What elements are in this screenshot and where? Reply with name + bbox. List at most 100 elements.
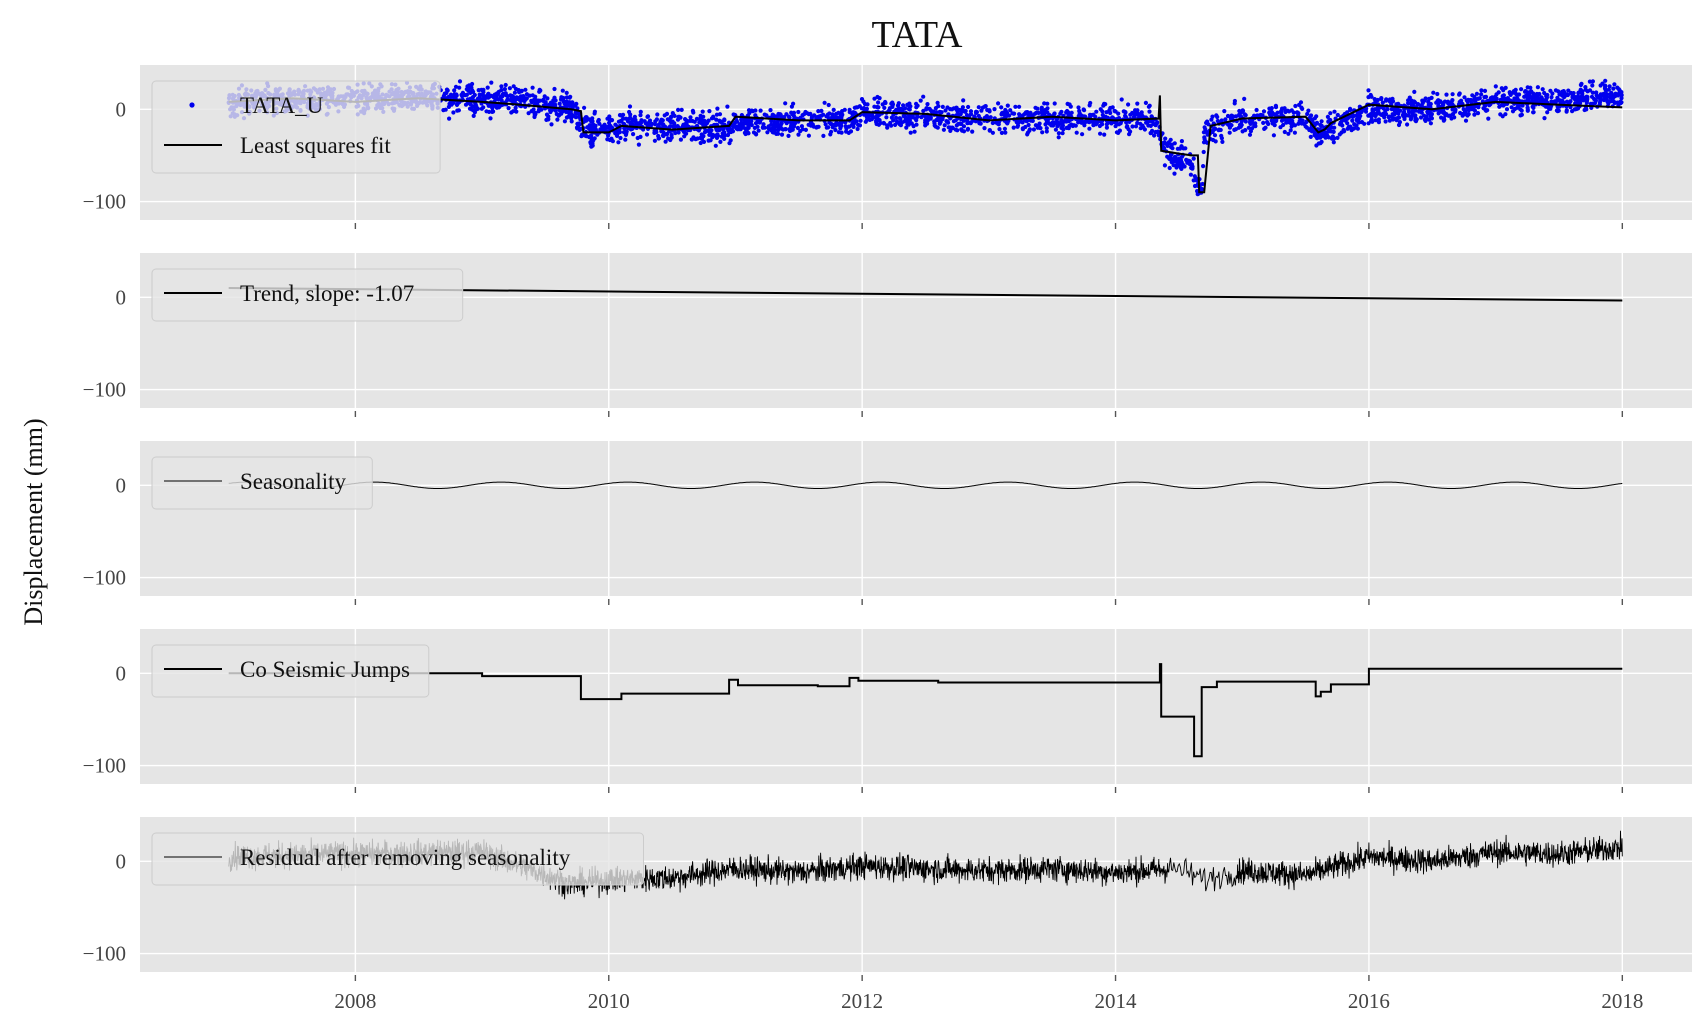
data-point [808,123,814,128]
data-point [921,94,926,99]
data-point [889,101,894,106]
legend-box [151,80,441,174]
data-point [941,127,947,132]
data-point [1265,120,1270,125]
data-point [1442,117,1447,122]
panel-background [140,441,1692,596]
data-point [1098,107,1103,112]
data-point [573,115,579,120]
data-point [557,101,562,106]
data-point [1028,118,1034,123]
data-point [765,130,770,135]
data-point [1017,120,1022,125]
data-point [499,98,504,103]
data-point [516,88,521,93]
data-point [1390,99,1396,104]
data-point [700,109,705,114]
chart-title: TATA [871,14,963,56]
data-point [821,133,826,138]
data-point [652,138,658,143]
panel-4: 0 −100 Co Seismic Jumps [83,629,1692,793]
data-point [1189,164,1194,169]
data-point [1033,123,1038,128]
data-point [1348,106,1353,111]
data-point [1269,109,1274,115]
data-point [1381,106,1386,111]
data-point [1603,78,1608,83]
data-point [709,128,714,133]
data-point [1444,92,1449,97]
data-point [1354,123,1359,128]
data-point [961,124,967,129]
data-point [722,118,727,123]
data-point [1618,100,1623,106]
data-point [1535,85,1540,90]
data-point [799,124,805,129]
data-point [704,128,709,133]
data-point [732,120,737,126]
data-point [530,93,535,98]
data-point [457,85,462,90]
data-point [839,120,844,125]
data-point [1262,126,1267,131]
data-point [1256,113,1261,118]
data-point [960,105,966,110]
data-point [999,130,1005,135]
data-point [631,132,636,137]
data-point [1143,100,1148,105]
data-point [1082,123,1087,128]
data-point [977,121,982,126]
data-point [486,92,491,97]
data-point [1472,112,1477,117]
data-point [822,100,827,105]
data-point [703,121,708,126]
data-point [1525,95,1530,100]
data-point [1044,129,1049,134]
data-point [1510,109,1516,114]
data-point [645,114,651,119]
data-point [523,87,528,92]
data-point [610,139,616,144]
data-point [1350,118,1355,123]
data-point [531,107,536,112]
y-tick-label: 0 [116,97,127,121]
data-point [1556,89,1561,94]
data-point [1015,124,1020,129]
data-point [488,116,493,121]
data-point [1578,100,1583,105]
data-point [1267,106,1272,111]
data-point [1338,120,1343,125]
data-point [1180,154,1185,159]
data-point [758,108,763,113]
data-point [1602,86,1608,91]
data-point [699,136,705,141]
data-point [679,107,684,112]
data-point [882,105,887,110]
data-point [1584,100,1589,105]
data-point [1243,119,1248,124]
data-point [938,116,944,121]
data-point [1448,113,1453,118]
data-point [1498,112,1503,117]
data-point [1470,107,1475,112]
x-tick-label: 2016 [1348,989,1390,1013]
data-point [1501,88,1506,93]
data-point [876,122,882,127]
data-point [623,137,628,142]
data-point [1323,135,1328,140]
data-point [1339,130,1344,135]
data-point [1185,160,1190,165]
data-point [470,104,475,109]
data-point [460,94,465,99]
data-point [1261,120,1266,125]
data-point [1107,108,1112,113]
data-point [577,122,582,127]
data-point [1373,118,1378,123]
data-point [1412,89,1417,94]
data-point [1457,91,1462,96]
legend-entry: Co Seismic Jumps [240,657,410,682]
data-point [1142,127,1147,132]
data-point [1561,89,1566,94]
data-point [655,112,660,117]
data-point [638,134,643,139]
